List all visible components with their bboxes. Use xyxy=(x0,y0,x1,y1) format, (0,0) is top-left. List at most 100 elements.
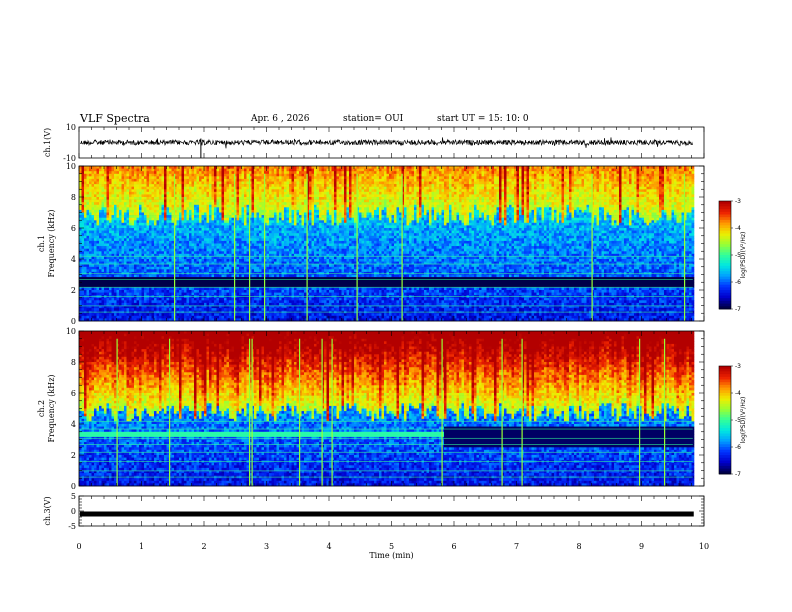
spectrogram-cell xyxy=(119,275,122,278)
spectrogram-cell xyxy=(149,200,152,203)
spectrogram-cell xyxy=(142,176,145,179)
spectrogram-cell xyxy=(129,269,132,272)
spectrogram-cell xyxy=(149,171,152,174)
spectrogram-cell xyxy=(124,166,127,169)
spectrogram-cell xyxy=(97,287,100,290)
spectrogram-cell xyxy=(117,300,120,303)
spectrogram-cell xyxy=(87,275,90,278)
spectrogram-cell xyxy=(117,264,120,267)
spectrogram-cell xyxy=(109,197,112,200)
spectrogram-cell xyxy=(147,174,150,177)
spectrogram-cell xyxy=(119,187,122,190)
spectrogram-cell xyxy=(112,189,115,192)
spectrogram-cell xyxy=(94,287,97,290)
spectrogram-cell xyxy=(137,166,140,169)
spectrogram-cell xyxy=(94,200,97,203)
spectrogram-cell xyxy=(152,179,155,182)
spectrogram-cell xyxy=(127,249,130,252)
spectrogram-cell xyxy=(119,169,122,172)
spectrogram-cell xyxy=(142,187,145,190)
spectrogram-cell xyxy=(119,308,122,311)
spectrogram-cell xyxy=(127,269,130,272)
spectrogram-cell xyxy=(127,231,130,234)
spectrogram-cell xyxy=(144,171,147,174)
spectrogram-cell xyxy=(94,218,97,221)
spectrogram-cell xyxy=(87,215,90,218)
spectrogram-cell xyxy=(142,298,145,301)
spectrogram-cell xyxy=(137,241,140,244)
spectrogram-cell xyxy=(112,207,115,210)
spectrogram-cell xyxy=(132,300,135,303)
spectrogram-cell xyxy=(124,189,127,192)
spectrogram-cell xyxy=(122,182,125,185)
spectrogram-cell xyxy=(112,316,115,319)
spectrogram-cell xyxy=(114,200,117,203)
spectrogram-cell xyxy=(132,241,135,244)
spectrogram-cell xyxy=(142,269,145,272)
spectrogram-cell xyxy=(142,256,145,259)
spectrogram-cell xyxy=(109,187,112,190)
spectrogram-cell xyxy=(134,308,137,311)
spectrogram-cell xyxy=(117,246,120,249)
spectrogram-cell xyxy=(117,192,120,195)
spectrogram-cell xyxy=(97,251,100,254)
spectrogram-cell xyxy=(122,169,125,172)
spectrogram-cell xyxy=(92,228,95,231)
spectrogram-cell xyxy=(94,308,97,311)
spectrogram-cell xyxy=(122,316,125,319)
spectrogram-cell xyxy=(79,308,82,311)
spectrogram-cell xyxy=(82,215,85,218)
spectrogram-cell xyxy=(122,298,125,301)
spectrogram-cell xyxy=(114,298,117,301)
spectrogram-cell xyxy=(122,251,125,254)
spectrogram-cell xyxy=(82,166,85,169)
spectrogram-cell xyxy=(107,236,110,239)
spectrogram-cell xyxy=(127,189,130,192)
spectrogram-cell xyxy=(97,200,100,203)
spectrogram-cell xyxy=(84,231,87,234)
spectrogram-cell xyxy=(102,251,105,254)
spectrogram-cell xyxy=(132,244,135,247)
spectrogram-cell xyxy=(149,313,152,316)
spectrogram-cell xyxy=(79,192,82,195)
spectrogram-cell xyxy=(127,225,130,228)
spectrogram-cell xyxy=(99,202,102,205)
spectrogram-cell xyxy=(82,228,85,231)
spectrogram-cell xyxy=(92,194,95,197)
spectrogram-cell xyxy=(94,280,97,283)
spectrogram-cell xyxy=(149,169,152,172)
spectrogram-cell xyxy=(149,192,152,195)
spectrogram-cell xyxy=(109,228,112,231)
spectrogram-cell xyxy=(122,171,125,174)
spectrogram-cell xyxy=(119,228,122,231)
spectrogram-cell xyxy=(122,189,125,192)
spectrogram-cell xyxy=(112,236,115,239)
spectrogram-cell xyxy=(97,223,100,226)
spectrogram-cell xyxy=(84,184,87,187)
spectrogram-cell xyxy=(132,200,135,203)
spectrogram-cell xyxy=(127,174,130,177)
spectrogram-cell xyxy=(147,256,150,259)
spectrogram-cell xyxy=(152,171,155,174)
spectrogram-cell xyxy=(144,215,147,218)
spectrogram-cell xyxy=(82,197,85,200)
spectrogram-cell xyxy=(104,269,107,272)
spectrogram-cell xyxy=(122,238,125,241)
spectrogram-cell xyxy=(127,179,130,182)
spectrogram-cell xyxy=(99,246,102,249)
spectrogram-cell xyxy=(92,223,95,226)
spectrogram-cell xyxy=(114,249,117,252)
spectrogram-cell xyxy=(99,241,102,244)
spectrogram-cell xyxy=(124,298,127,301)
spectrogram-cell xyxy=(142,303,145,306)
spectrogram-cell xyxy=(147,249,150,252)
spectrogram-cell xyxy=(114,290,117,293)
spectrogram-cell xyxy=(142,194,145,197)
spectrogram-cell xyxy=(134,220,137,223)
spectrogram-cell xyxy=(127,300,130,303)
spectrogram-cell xyxy=(87,287,90,290)
spectrogram-cell xyxy=(102,246,105,249)
spectrogram-cell xyxy=(107,231,110,234)
spectrogram-cell xyxy=(89,192,92,195)
spectrogram-cell xyxy=(104,192,107,195)
